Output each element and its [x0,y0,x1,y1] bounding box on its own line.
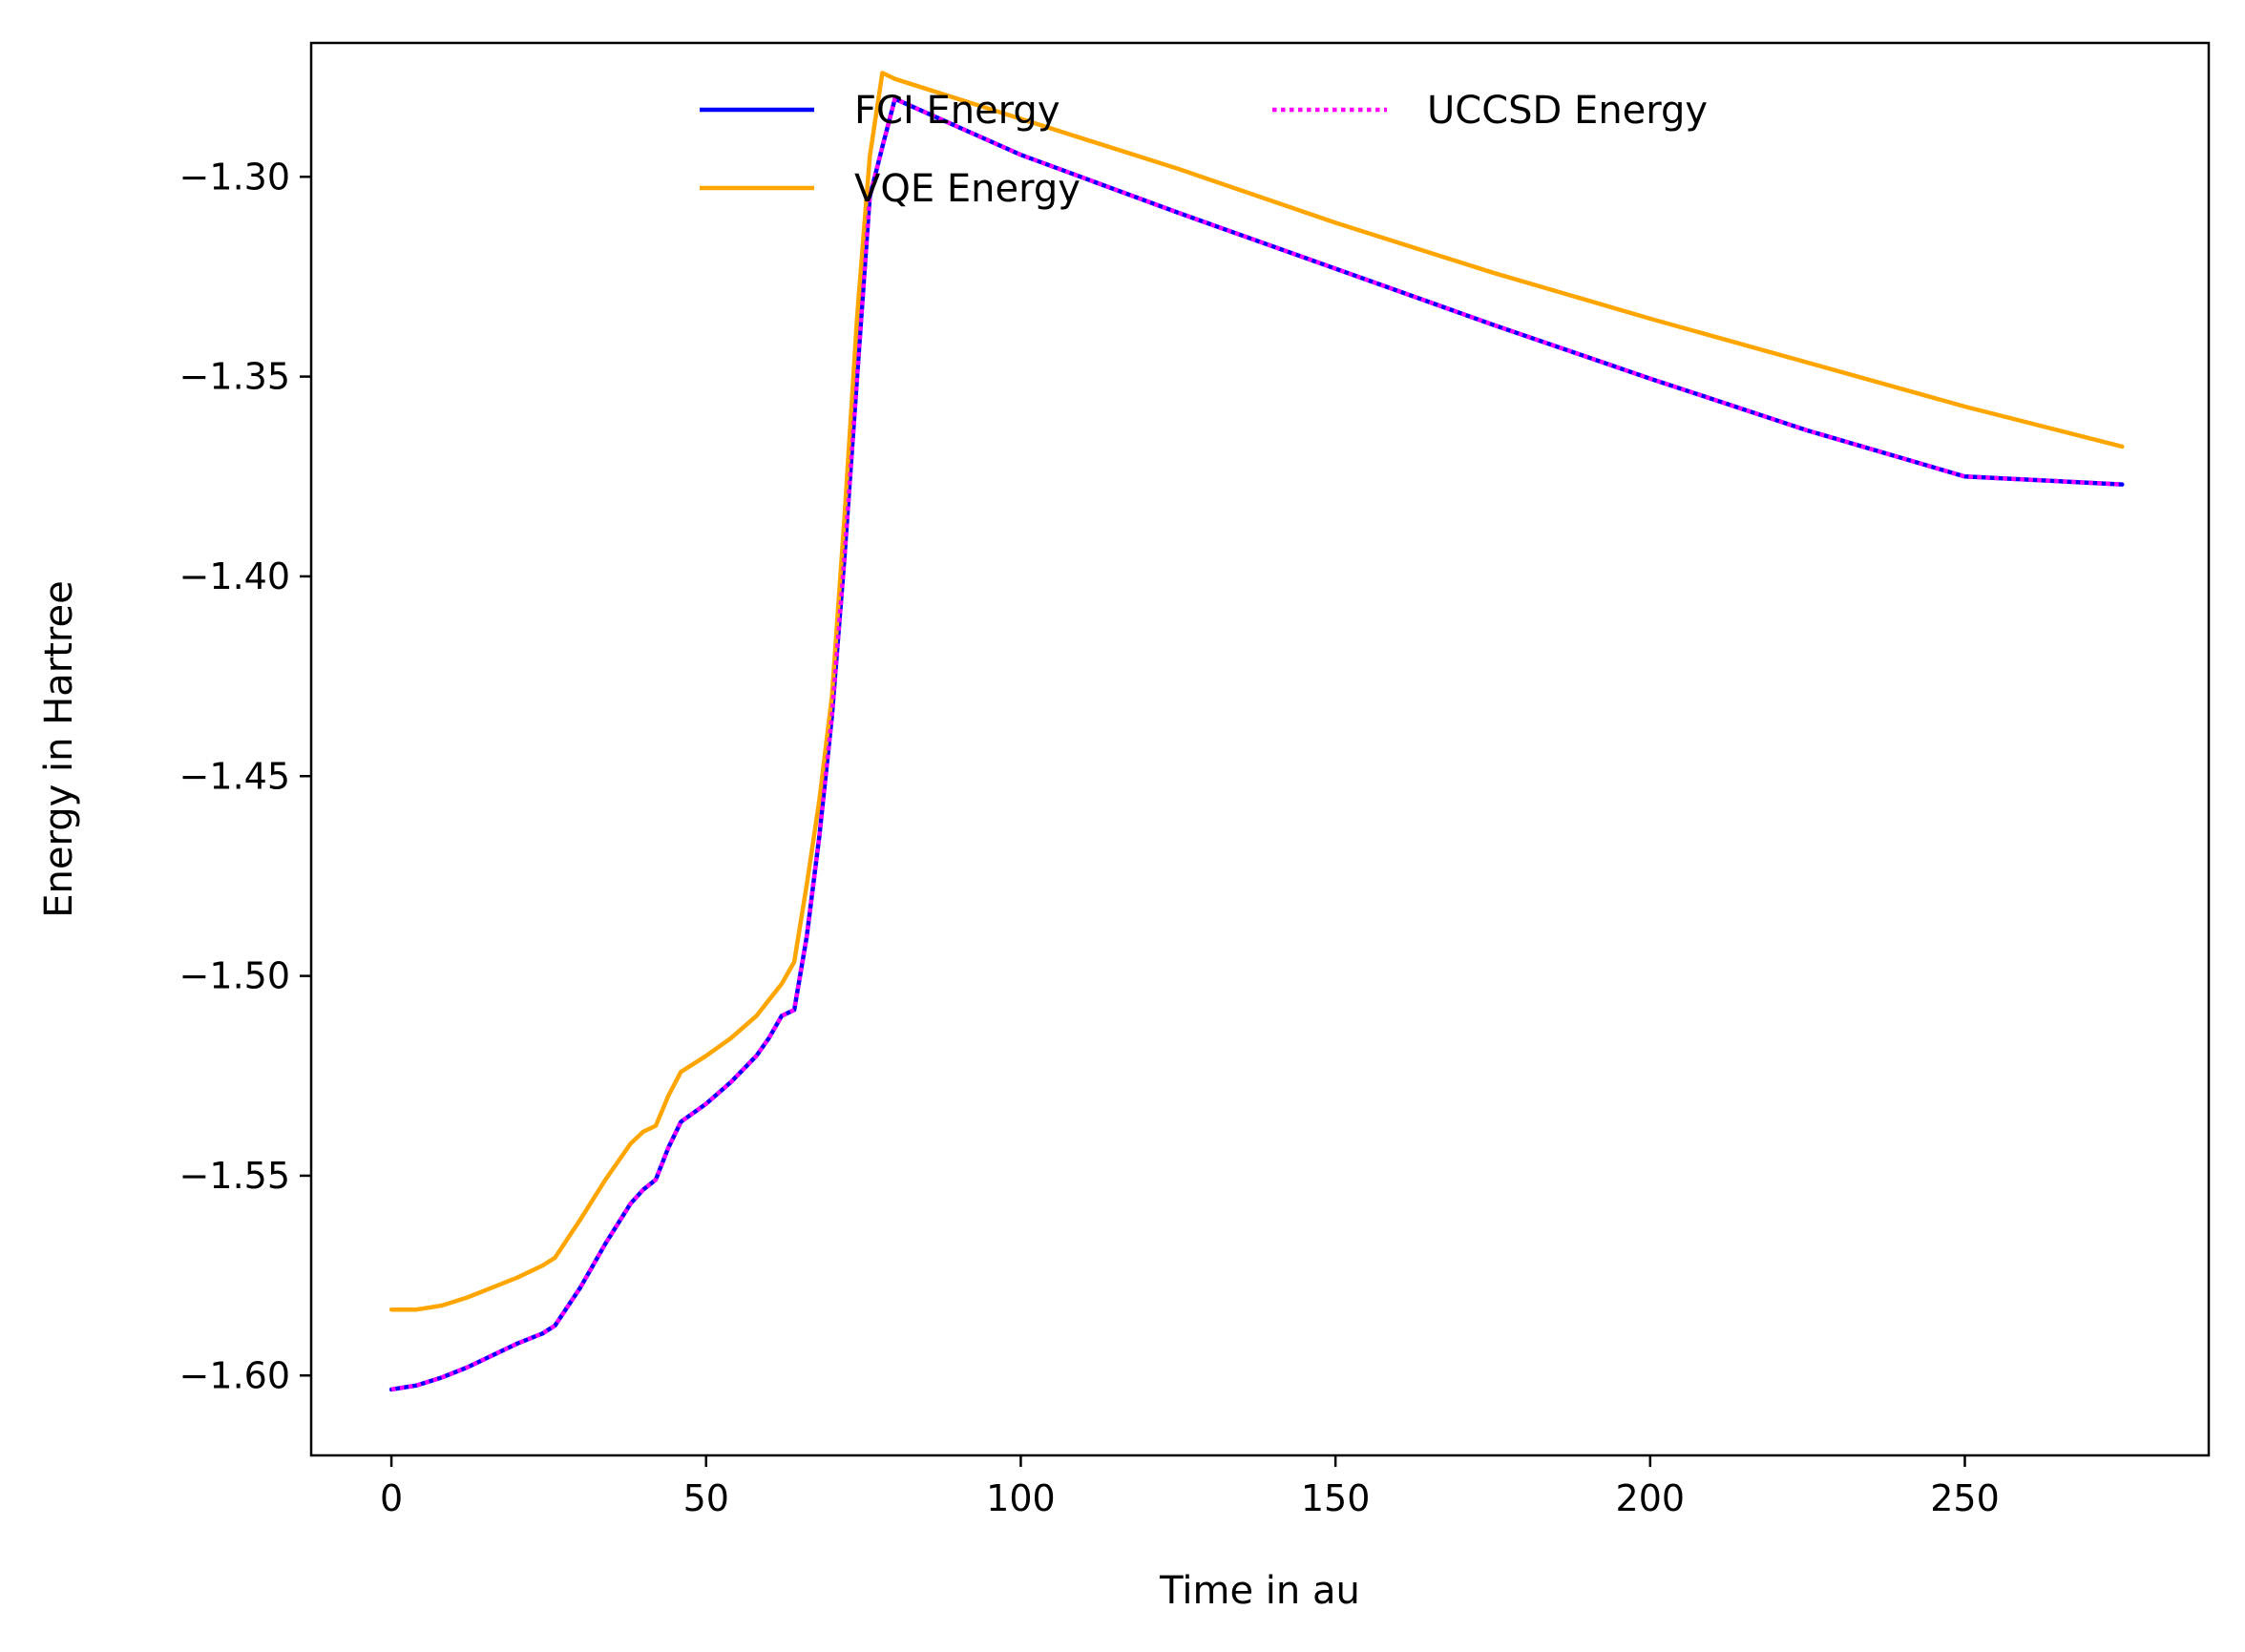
legend-label: UCCSD Energy [1427,89,1708,133]
series-line-uccsd-energy [390,96,2123,1392]
y-tick-label: −1.50 [179,955,290,997]
y-tick-label: −1.40 [179,555,290,597]
x-tick-label: 0 [380,1477,403,1519]
x-axis-label: Time in au [1159,1569,1360,1613]
x-tick-label: 100 [986,1477,1056,1519]
x-tick-label: 250 [1930,1477,2000,1519]
series-line-vqe-energy [388,71,2125,1312]
y-tick-label: −1.35 [179,356,290,398]
y-tick-label: −1.45 [179,755,290,797]
y-tick-label: −1.60 [179,1354,290,1396]
x-tick-label: 50 [683,1477,729,1519]
legend-label: FCI Energy [854,89,1060,133]
legend-label: VQE Energy [854,167,1081,211]
x-tick-label: 200 [1616,1477,1686,1519]
y-tick-label: −1.55 [179,1155,290,1197]
y-tick-label: −1.30 [179,156,290,198]
y-axis-label: Energy in Hartree [37,580,81,917]
legend: FCI Energy VQE Energy UCCSD Energy [700,89,1708,211]
plot-frame [309,41,2211,1457]
series-layer [388,71,2125,1392]
x-tick-label: 150 [1301,1477,1371,1519]
series-line-fci-energy [388,96,2125,1392]
y-axis: −1.60 −1.55 −1.50 −1.45 −1.40 −1.35 −1.30 [179,156,311,1396]
x-axis: 0 50 100 150 200 250 [380,1455,2000,1519]
